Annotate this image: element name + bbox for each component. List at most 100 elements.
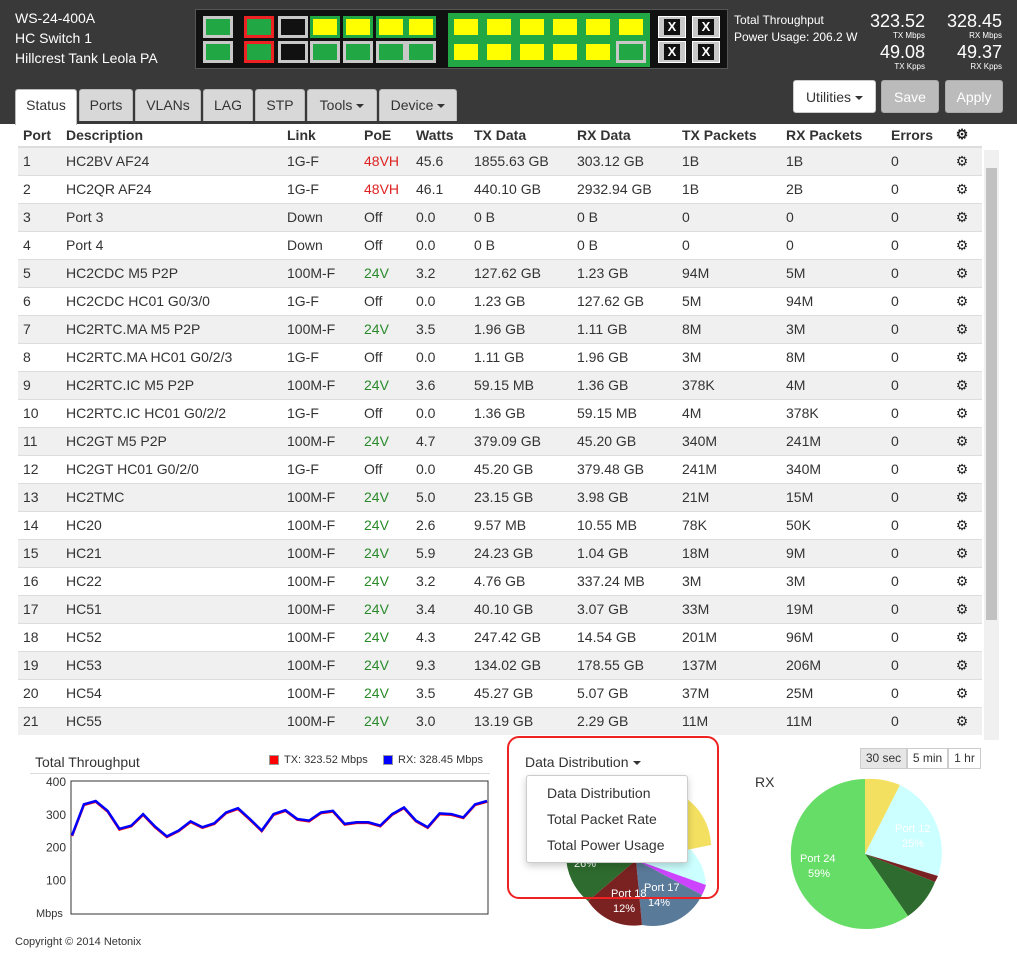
port-icon[interactable] <box>616 41 646 63</box>
table-row[interactable]: 19 HC53 100M-F 24V 9.3 134.02 GB 178.55 GB 137M… <box>18 650 982 679</box>
col-header-rx-packets[interactable]: RX Packets <box>781 123 886 148</box>
col-header-tx-data[interactable]: TX Data <box>469 123 572 148</box>
col-header-port[interactable]: Port <box>18 123 61 148</box>
port-icon[interactable] <box>406 41 436 63</box>
sfp-port-icon[interactable]: X <box>692 16 720 38</box>
time-1hr-button[interactable]: 1 hr <box>948 748 981 769</box>
table-row[interactable]: 8 HC2RTC.MA HC01 G0/2/3 1G-F Off 0.0 1.11 GB 1… <box>18 342 982 371</box>
port-icon[interactable] <box>484 16 514 38</box>
table-row[interactable]: 7 HC2RTC.MA M5 P2P 100M-F 24V 3.5 1.96 GB 1.11… <box>18 314 982 343</box>
port-icon[interactable] <box>310 16 340 38</box>
port-icon[interactable] <box>376 16 406 38</box>
port-icon[interactable] <box>343 41 373 63</box>
port-icon[interactable] <box>517 16 547 38</box>
sfp-port-icon[interactable]: X <box>658 41 686 63</box>
port-icon[interactable] <box>203 16 233 38</box>
col-header-poe[interactable]: PoE <box>359 123 411 148</box>
gear-icon[interactable]: ⚙ <box>955 208 969 225</box>
table-row[interactable]: 1 HC2BV AF24 1G-F 48VH 45.6 1855.63 GB 303.12 … <box>18 146 982 175</box>
port-icon[interactable] <box>203 41 233 63</box>
port-icon[interactable] <box>376 41 406 63</box>
port-icon[interactable] <box>406 16 436 38</box>
scrollbar-thumb[interactable] <box>986 168 997 620</box>
table-row[interactable]: 5 HC2CDC M5 P2P 100M-F 24V 3.2 127.62 GB 1.23 … <box>18 258 982 287</box>
gear-icon[interactable]: ⚙ <box>955 152 969 169</box>
table-row[interactable]: 21 HC55 100M-F 24V 3.0 13.19 GB 2.29 GB 11M 11M 0… <box>18 706 982 735</box>
port-icon[interactable] <box>310 41 340 63</box>
tab-lag[interactable]: LAG <box>203 89 253 121</box>
port-icon[interactable] <box>278 41 308 63</box>
table-row[interactable]: 20 HC54 100M-F 24V 3.5 45.27 GB 5.07 GB 37M 25M 0… <box>18 678 982 707</box>
col-header-link[interactable]: Link <box>282 123 359 148</box>
port-icon[interactable] <box>451 16 481 38</box>
time-30sec-button[interactable]: 30 sec <box>860 748 907 769</box>
port-icon[interactable] <box>583 16 613 38</box>
gear-icon[interactable]: ⚙ <box>955 460 969 477</box>
gear-icon[interactable]: ⚙ <box>955 376 969 393</box>
table-row[interactable]: 11 HC2GT M5 P2P 100M-F 24V 4.7 379.09 GB 45.20… <box>18 426 982 455</box>
table-row[interactable]: 12 HC2GT HC01 G0/2/0 1G-F Off 0.0 45.20 GB 379… <box>18 454 982 483</box>
port-icon[interactable] <box>550 16 580 38</box>
gear-icon[interactable]: ⚙ <box>955 656 969 673</box>
distribution-dropdown[interactable]: Data Distribution <box>525 754 641 770</box>
utilities-button[interactable]: Utilities <box>793 80 876 113</box>
tab-ports[interactable]: Ports <box>79 89 133 121</box>
gear-icon[interactable]: ⚙ <box>955 572 969 589</box>
menu-item-total-packet-rate[interactable]: Total Packet Rate <box>547 811 657 827</box>
gear-icon[interactable]: ⚙ <box>955 320 969 337</box>
table-row[interactable]: 18 HC52 100M-F 24V 4.3 247.42 GB 14.54 GB 201M 9… <box>18 622 982 651</box>
table-row[interactable]: 15 HC21 100M-F 24V 5.9 24.23 GB 1.04 GB 18M 9M 0 ⚙ <box>18 538 982 567</box>
gear-icon[interactable]: ⚙ <box>955 600 969 617</box>
table-row[interactable]: 10 HC2RTC.IC HC01 G0/2/2 1G-F Off 0.0 1.36 GB… <box>18 398 982 427</box>
sfp-port-icon[interactable]: X <box>692 41 720 63</box>
gear-icon[interactable]: ⚙ <box>955 404 969 421</box>
tab-tools[interactable]: Tools <box>307 89 377 121</box>
port-icon[interactable] <box>244 16 274 38</box>
table-row[interactable]: 2 HC2QR AF24 1G-F 48VH 46.1 440.10 GB 2932.94 … <box>18 174 982 203</box>
port-icon[interactable] <box>616 16 646 38</box>
table-scrollbar[interactable] <box>984 150 999 740</box>
gear-icon[interactable]: ⚙ <box>955 126 969 142</box>
tab-stp[interactable]: STP <box>255 89 305 121</box>
gear-icon[interactable]: ⚙ <box>955 292 969 309</box>
gear-icon[interactable]: ⚙ <box>955 236 969 253</box>
col-header-rx-data[interactable]: RX Data <box>572 123 677 148</box>
port-icon[interactable] <box>517 41 547 63</box>
port-icon[interactable] <box>583 41 613 63</box>
col-header-errors[interactable]: Errors <box>886 123 950 148</box>
table-row[interactable]: 13 HC2TMC 100M-F 24V 5.0 23.15 GB 3.98 GB 21M 15… <box>18 482 982 511</box>
port-icon[interactable] <box>550 41 580 63</box>
gear-icon[interactable]: ⚙ <box>955 264 969 281</box>
port-icon[interactable] <box>343 16 373 38</box>
port-icon[interactable] <box>484 41 514 63</box>
save-button[interactable]: Save <box>881 80 939 113</box>
col-header-watts[interactable]: Watts <box>411 123 469 148</box>
port-icon[interactable] <box>278 16 308 38</box>
menu-item-total-power-usage[interactable]: Total Power Usage <box>547 837 665 853</box>
gear-icon[interactable]: ⚙ <box>955 516 969 533</box>
gear-icon[interactable]: ⚙ <box>955 628 969 645</box>
gear-icon[interactable]: ⚙ <box>955 712 969 729</box>
tab-status[interactable]: Status <box>15 89 77 125</box>
gear-icon[interactable]: ⚙ <box>955 544 969 561</box>
col-header-tx-packets[interactable]: TX Packets <box>677 123 781 148</box>
gear-icon[interactable]: ⚙ <box>955 348 969 365</box>
table-row[interactable]: 9 HC2RTC.IC M5 P2P 100M-F 24V 3.6 59.15 MB 1.3… <box>18 370 982 399</box>
gear-icon[interactable]: ⚙ <box>955 684 969 701</box>
table-row[interactable]: 17 HC51 100M-F 24V 3.4 40.10 GB 3.07 GB 33M 19M 0… <box>18 594 982 623</box>
table-row[interactable]: 14 HC20 100M-F 24V 2.6 9.57 MB 10.55 MB 78K 50K 0… <box>18 510 982 539</box>
time-5min-button[interactable]: 5 min <box>907 748 948 769</box>
menu-item-data-distribution[interactable]: Data Distribution <box>547 785 651 801</box>
col-header-description[interactable]: Description <box>61 123 282 148</box>
gear-icon[interactable]: ⚙ <box>955 432 969 449</box>
table-row[interactable]: 6 HC2CDC HC01 G0/3/0 1G-F Off 0.0 1.23 GB 127.… <box>18 286 982 315</box>
gear-icon[interactable]: ⚙ <box>955 180 969 197</box>
port-icon[interactable] <box>451 41 481 63</box>
port-icon[interactable] <box>244 41 274 63</box>
tab-device[interactable]: Device <box>379 89 457 121</box>
apply-button[interactable]: Apply <box>945 80 1003 113</box>
table-row[interactable]: 16 HC22 100M-F 24V 3.2 4.76 GB 337.24 MB 3M 3M 0 ⚙ <box>18 566 982 595</box>
gear-icon[interactable]: ⚙ <box>955 488 969 505</box>
